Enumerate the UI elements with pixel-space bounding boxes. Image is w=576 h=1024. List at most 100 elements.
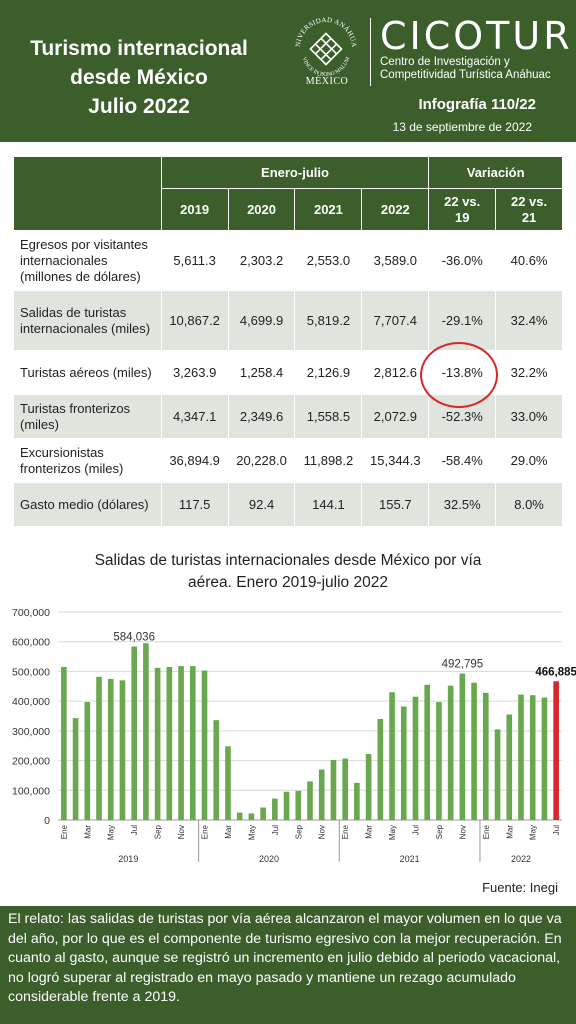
svg-text:VINCE IN BONO MALUM: VINCE IN BONO MALUM: [301, 56, 352, 78]
brand-subtitle-line-1: Centro de Investigación y: [380, 56, 510, 68]
summary-table: Enero-julio Variación 2019 2020 2021 202…: [13, 156, 563, 527]
chart-title-line-1: Salidas de turistas internacionales desd…: [94, 552, 482, 569]
title-line-2: desde México: [70, 66, 208, 89]
bar: [283, 791, 290, 820]
bar: [318, 769, 325, 820]
table-cell: -36.0%: [428, 230, 497, 291]
bar: [307, 781, 313, 820]
y-tick-label: 0: [44, 815, 50, 827]
month-tick-label: Ene: [482, 824, 491, 839]
bar: [225, 746, 231, 820]
table-cell: 32.2%: [495, 350, 563, 395]
year-label: 2020: [259, 854, 279, 864]
table-cell: 7,707.4: [361, 290, 430, 351]
table-row: Egresos por visitantes internacionales (…: [13, 230, 563, 291]
seal-motto: VINCE IN BONO MALUM: [301, 56, 352, 78]
table-cell: 2,303.2: [227, 230, 296, 291]
infographic-number: Infografía 110/22: [418, 96, 536, 113]
bar: [365, 754, 372, 820]
row-label: Gasto medio (dólares): [13, 482, 162, 527]
bar: [424, 684, 431, 820]
month-tick-label: May: [529, 825, 538, 840]
bar: [166, 666, 173, 820]
column-header: 22 vs. 19: [428, 188, 497, 231]
bar: [84, 702, 91, 820]
table-cell: 5,611.3: [160, 230, 229, 291]
month-tick-label: Jul: [552, 825, 561, 835]
table-row: Salidas de turistas internacionales (mil…: [13, 290, 563, 351]
bar: [96, 676, 102, 820]
chart-title-line-2: aérea. Enero 2019-julio 2022: [188, 574, 388, 591]
data-label: 584,036: [113, 631, 155, 643]
data-label: 492,795: [442, 659, 484, 671]
table-cell: 2,072.9: [361, 394, 430, 439]
column-header: 2020: [227, 188, 296, 231]
bar: [553, 681, 559, 820]
bar: [342, 758, 348, 820]
month-tick-label: Nov: [177, 825, 186, 839]
bar: [189, 666, 196, 820]
y-tick-label: 200,000: [12, 756, 50, 768]
title-line-3: Julio 2022: [88, 95, 190, 118]
table-cell: 10,867.2: [160, 290, 229, 351]
brand-logo: CICOTUR: [380, 14, 573, 58]
bar: [143, 643, 149, 820]
table-cell: -29.1%: [428, 290, 497, 351]
bar: [541, 697, 548, 820]
group-header-variation: Variación: [428, 156, 563, 189]
month-tick-label: May: [388, 825, 397, 840]
chart-title: Salidas de turistas internacionales desd…: [20, 550, 556, 594]
table-cell: 1,558.5: [294, 394, 363, 439]
table-cell: 117.5: [160, 482, 229, 527]
bar-chart: 0 100,000 200,000 300,000 400,000 500,000 600,…: [12, 607, 576, 864]
table-cell: 2,126.9: [294, 350, 363, 395]
table-cell: 32.4%: [495, 290, 563, 351]
y-tick-label: 100,000: [12, 785, 50, 797]
month-tick-label: Ene: [201, 824, 210, 839]
bar: [295, 790, 302, 820]
data-label: 466,885: [535, 666, 576, 678]
table-cell: -58.4%: [428, 438, 497, 483]
month-tick-label: Mar: [224, 825, 233, 839]
row-label: Turistas aéreos (miles): [13, 350, 162, 395]
bar: [178, 666, 184, 820]
month-tick-label: Mar: [365, 825, 374, 839]
month-tick-label: Jul: [271, 825, 280, 835]
bar: [72, 718, 79, 820]
table-cell: 29.0%: [495, 438, 563, 483]
month-tick-label: Nov: [318, 825, 327, 839]
column-header: 2022: [361, 188, 430, 231]
table-cell: 2,812.6: [361, 350, 430, 395]
bar: [272, 798, 278, 820]
y-tick-label: 600,000: [12, 637, 50, 649]
infographic-title: Turismo internacional desde México Julio…: [8, 34, 270, 121]
bar: [436, 702, 442, 820]
month-tick-label: Jul: [130, 825, 139, 835]
table-cell: 2,553.0: [294, 230, 363, 291]
header-divider: [370, 18, 371, 86]
university-seal-logo: UNIVERSIDAD ANÁHUAC VINCE IN BONO MALUM: [290, 12, 358, 78]
month-tick-label: Mar: [83, 825, 92, 839]
bar: [389, 692, 395, 820]
table-cell: 2,349.6: [227, 394, 296, 439]
table-cell: 11,898.2: [294, 438, 363, 483]
chart-source: Fuente: Inegi: [482, 880, 558, 895]
month-tick-label: Jul: [411, 825, 420, 835]
table-cell: 3,263.9: [160, 350, 229, 395]
table-row: Gasto medio (dólares) 117.5 92.4 144.1 1…: [13, 482, 563, 527]
table-cell: 144.1: [294, 482, 363, 527]
table-cell: 3,589.0: [361, 230, 430, 291]
bar: [471, 682, 477, 820]
title-line-1: Turismo internacional: [30, 37, 248, 60]
month-tick-label: May: [247, 825, 256, 840]
month-tick-label: Ene: [60, 824, 69, 839]
bar: [236, 812, 243, 820]
table-cell: 32.5%: [428, 482, 497, 527]
month-tick-label: Sep: [154, 824, 163, 839]
bar: [377, 718, 384, 820]
bar: [201, 670, 208, 820]
bar: [119, 680, 126, 820]
y-tick-label: 500,000: [12, 666, 50, 678]
bar: [483, 692, 489, 820]
bar: [447, 685, 454, 820]
